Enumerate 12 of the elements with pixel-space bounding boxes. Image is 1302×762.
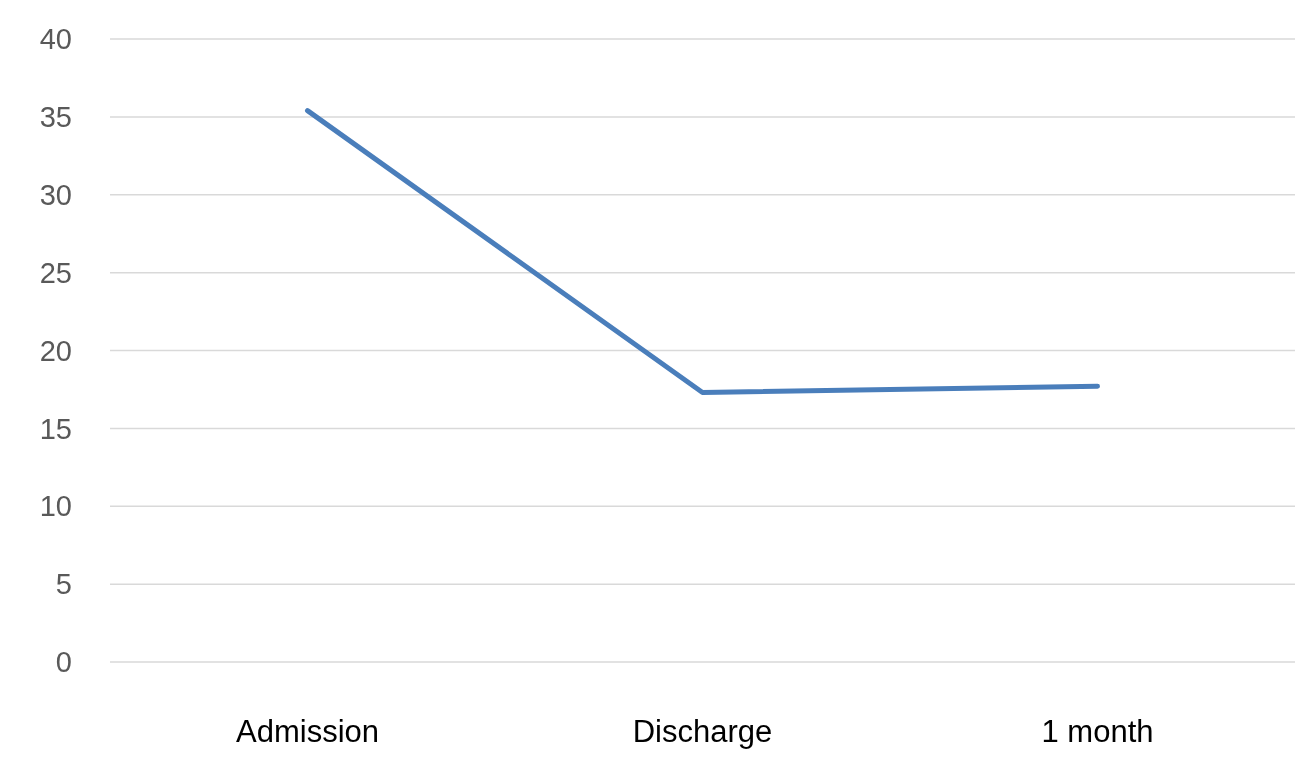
y-tick-label: 5 [55, 568, 72, 601]
x-tick-label: Discharge [632, 714, 773, 749]
x-tick-label: 1 month [1041, 714, 1154, 749]
y-tick-label: 20 [39, 334, 72, 367]
y-tick-label: 30 [39, 178, 72, 211]
y-tick-label: 0 [55, 646, 72, 679]
y-tick-label: 35 [39, 101, 72, 134]
x-tick-label: Admission [236, 714, 379, 749]
y-tick-label: 15 [39, 412, 72, 445]
y-tick-label: 40 [39, 23, 72, 56]
y-tick-label: 10 [39, 490, 72, 523]
y-tick-label: 25 [39, 256, 72, 289]
